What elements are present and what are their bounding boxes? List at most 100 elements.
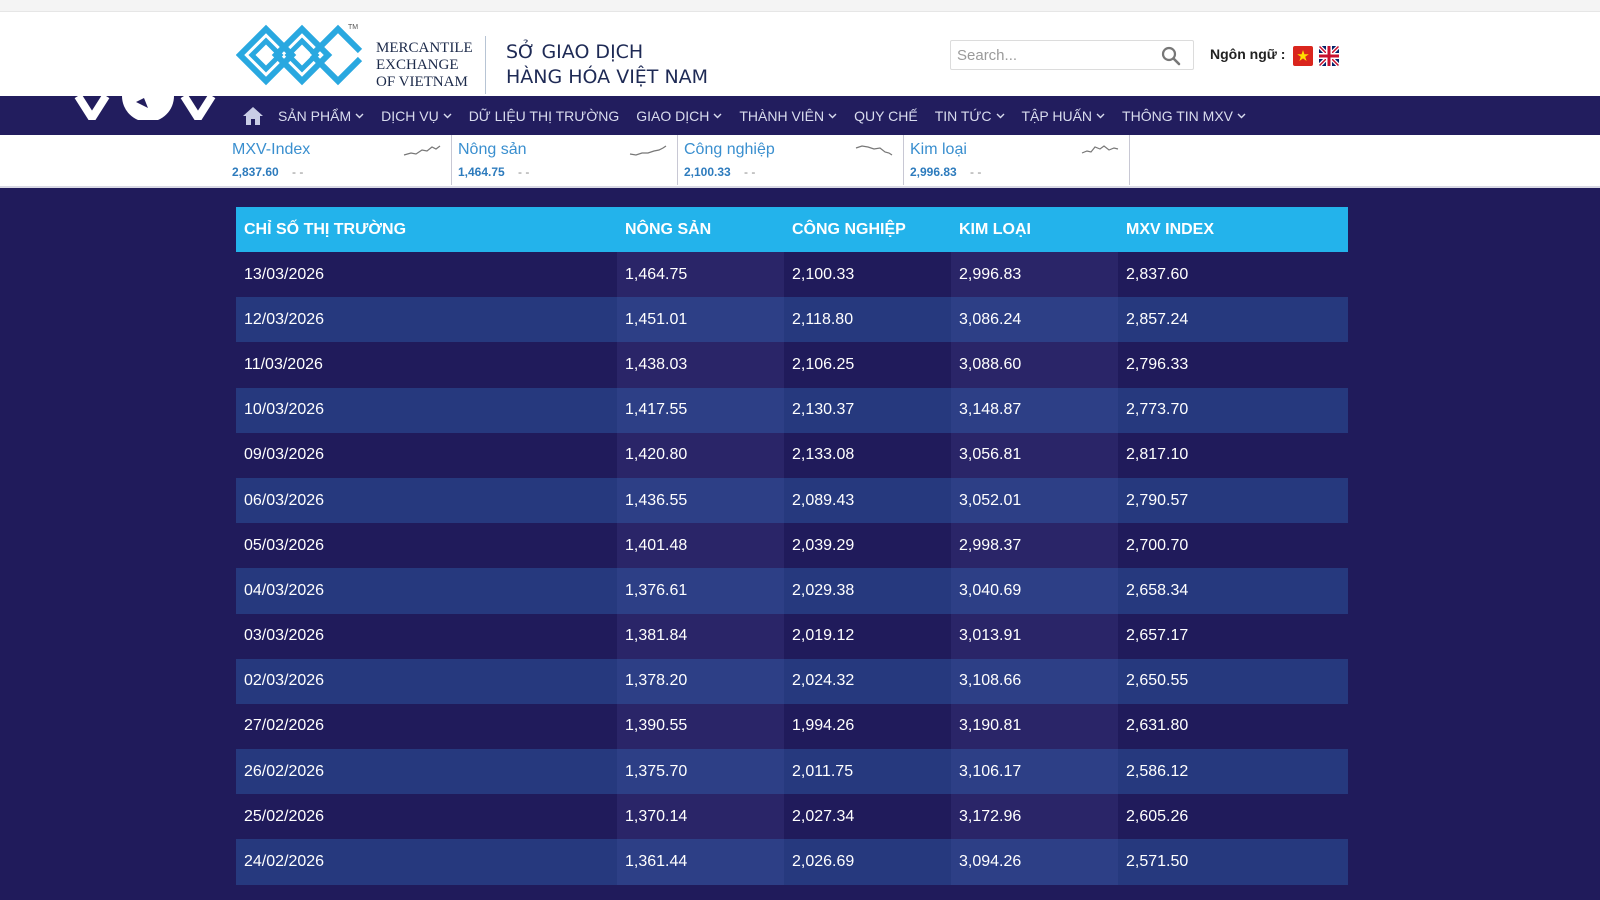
table-row: 27/02/2026 1,390.55 1,994.26 3,190.81 2,631.… xyxy=(236,703,1348,750)
nav-item-label: THÀNH VIÊN xyxy=(739,107,825,124)
nav-item-label: GIAO DỊCH xyxy=(636,107,710,124)
nav-item-du-lieu-thi-truong[interactable]: DỮ LIỆU THỊ TRƯỜNG xyxy=(469,108,620,124)
cell-mxv-index: 2,796.33 xyxy=(1118,342,1348,388)
nav-item-label: DỮ LIỆU THỊ TRƯỜNG xyxy=(468,107,620,124)
cell-date: 12/03/2026 xyxy=(236,297,617,343)
cell-cong-nghiep: 2,019.12 xyxy=(784,613,951,659)
table-row: 12/03/2026 1,451.01 2,118.80 3,086.24 2,857.… xyxy=(236,297,1348,343)
chevron-down-icon xyxy=(355,113,364,119)
cell-cong-nghiep: 2,029.38 xyxy=(784,568,951,614)
cell-kim-loai: 3,013.91 xyxy=(951,613,1118,659)
ticker-cong-nghiep[interactable]: Công nghiệp 2,100.33 - - xyxy=(678,135,904,185)
nav-item-giao-dich[interactable]: GIAO DỊCH xyxy=(636,108,722,124)
cell-kim-loai: 3,106.17 xyxy=(951,749,1118,795)
cell-date: 10/03/2026 xyxy=(236,387,617,433)
uk-flag-icon[interactable] xyxy=(1319,46,1339,66)
cell-date: 09/03/2026 xyxy=(236,432,617,478)
mxv-logo[interactable]: TM MERCANTILE EXCHANGE OF VIETNAM SỞ GIA… xyxy=(236,24,736,94)
vietnam-flag-icon[interactable] xyxy=(1293,46,1313,66)
cell-cong-nghiep: 2,118.80 xyxy=(784,297,951,343)
cell-cong-nghiep: 1,994.26 xyxy=(784,703,951,750)
cell-nong-san: 1,378.20 xyxy=(617,658,784,704)
cell-nong-san: 1,370.14 xyxy=(617,794,784,840)
nav-item-san-pham[interactable]: SẢN PHẨM xyxy=(278,108,364,124)
chevron-down-icon xyxy=(713,113,722,119)
cell-cong-nghiep: 2,089.43 xyxy=(784,477,951,524)
search-input[interactable] xyxy=(957,45,1153,65)
cell-cong-nghiep: 2,133.08 xyxy=(784,432,951,478)
cell-cong-nghiep: 2,011.75 xyxy=(784,749,951,795)
chevron-down-icon xyxy=(1237,113,1246,119)
cell-nong-san: 1,420.80 xyxy=(617,432,784,478)
nav-item-tin-tuc[interactable]: TIN TỨC xyxy=(935,108,1005,124)
cell-kim-loai: 3,148.87 xyxy=(951,387,1118,433)
search-box xyxy=(950,40,1194,70)
cell-date: 24/02/2026 xyxy=(236,839,617,885)
table-row: 11/03/2026 1,438.03 2,106.25 3,088.60 2,796.… xyxy=(236,342,1348,388)
nav-item-label: SẢN PHẨM xyxy=(278,107,352,124)
nav-item-thanh-vien[interactable]: THÀNH VIÊN xyxy=(739,108,837,124)
logo-en-line: MERCANTILE xyxy=(376,40,473,56)
nav-item-dich-vu[interactable]: DỊCH VỤ xyxy=(381,108,452,124)
cell-mxv-index: 2,605.26 xyxy=(1118,794,1348,840)
nav-item-label: TẬP HUẤN xyxy=(1021,107,1093,124)
cell-kim-loai: 3,094.26 xyxy=(951,839,1118,885)
table-header-row: CHỈ SỐ THỊ TRƯỜNG NÔNG SẢN CÔNG NGHIỆP K… xyxy=(236,207,1348,252)
logo-vn-line: SỞ GIAO DỊCH xyxy=(506,41,644,63)
table-row: 02/03/2026 1,378.20 2,024.32 3,108.66 2,650.… xyxy=(236,658,1348,704)
cell-mxv-index: 2,650.55 xyxy=(1118,658,1348,704)
nav-item-label: TIN TỨC xyxy=(934,107,992,124)
cell-cong-nghiep: 2,130.37 xyxy=(784,387,951,433)
cell-kim-loai: 3,108.66 xyxy=(951,658,1118,704)
cell-nong-san: 1,376.61 xyxy=(617,568,784,614)
table-row: 25/02/2026 1,370.14 2,027.34 3,172.96 2,605.… xyxy=(236,794,1348,840)
cell-mxv-index: 2,700.70 xyxy=(1118,523,1348,569)
nav-item-quy-che[interactable]: QUY CHẾ xyxy=(854,108,918,124)
cell-cong-nghiep: 2,039.29 xyxy=(784,523,951,569)
column-header-mxv-index[interactable]: MXV INDEX xyxy=(1118,207,1348,252)
ticker-value: 2,837.60 xyxy=(232,165,279,179)
cell-date: 11/03/2026 xyxy=(236,342,617,388)
cell-kim-loai: 2,998.37 xyxy=(951,523,1118,569)
cell-cong-nghiep: 2,100.33 xyxy=(784,252,951,298)
column-header-date[interactable]: CHỈ SỐ THỊ TRƯỜNG xyxy=(236,207,617,252)
cell-date: 25/02/2026 xyxy=(236,794,617,840)
cell-mxv-index: 2,631.80 xyxy=(1118,703,1348,750)
ticker-kim-loai[interactable]: Kim loại 2,996.83 - - xyxy=(904,135,1130,185)
cell-date: 05/03/2026 xyxy=(236,523,617,569)
column-header-kim-loai[interactable]: KIM LOẠI xyxy=(951,207,1118,252)
cell-date: 03/03/2026 xyxy=(236,613,617,659)
cell-kim-loai: 2,996.83 xyxy=(951,252,1118,298)
sparkline-icon xyxy=(855,145,893,156)
ticker-mxv-index[interactable]: MXV-Index 2,837.60 - - xyxy=(226,135,452,185)
logo-english-name: MERCANTILE EXCHANGE OF VIETNAM xyxy=(376,40,473,91)
site-header: TM MERCANTILE EXCHANGE OF VIETNAM SỞ GIA… xyxy=(0,12,1600,96)
cell-mxv-index: 2,817.10 xyxy=(1118,432,1348,478)
cell-kim-loai: 3,190.81 xyxy=(951,703,1118,750)
search-icon[interactable] xyxy=(1161,46,1181,66)
market-index-table-container: CHỈ SỐ THỊ TRƯỜNG NÔNG SẢN CÔNG NGHIỆP K… xyxy=(236,207,1348,885)
market-index-table: CHỈ SỐ THỊ TRƯỜNG NÔNG SẢN CÔNG NGHIỆP K… xyxy=(236,207,1348,885)
sparkline-icon xyxy=(403,145,441,156)
cell-mxv-index: 2,837.60 xyxy=(1118,252,1348,298)
nav-item-tap-huan[interactable]: TẬP HUẤN xyxy=(1022,108,1106,124)
cell-nong-san: 1,451.01 xyxy=(617,297,784,343)
column-header-nong-san[interactable]: NÔNG SẢN xyxy=(617,207,784,252)
mxv-logo-mark-icon xyxy=(236,24,363,86)
cell-nong-san: 1,417.55 xyxy=(617,387,784,433)
cell-nong-san: 1,375.70 xyxy=(617,749,784,795)
chevron-down-icon xyxy=(1096,113,1105,119)
home-icon[interactable] xyxy=(242,106,264,126)
cell-kim-loai: 3,172.96 xyxy=(951,794,1118,840)
table-row: 09/03/2026 1,420.80 2,133.08 3,056.81 2,817.… xyxy=(236,432,1348,478)
sparkline-icon xyxy=(1081,145,1119,154)
ticker-nong-san[interactable]: Nông sản 1,464.75 - - xyxy=(452,135,678,185)
cell-mxv-index: 2,586.12 xyxy=(1118,749,1348,795)
ticker-change: - - xyxy=(744,165,756,179)
nav-item-thong-tin-mxv[interactable]: THÔNG TIN MXV xyxy=(1122,108,1246,124)
cell-date: 06/03/2026 xyxy=(236,477,617,524)
column-header-cong-nghiep[interactable]: CÔNG NGHIỆP xyxy=(784,207,951,252)
logo-en-line: EXCHANGE xyxy=(376,57,459,73)
ticker-name: Nông sản xyxy=(458,141,527,158)
nav-item-label: QUY CHẾ xyxy=(854,107,918,124)
